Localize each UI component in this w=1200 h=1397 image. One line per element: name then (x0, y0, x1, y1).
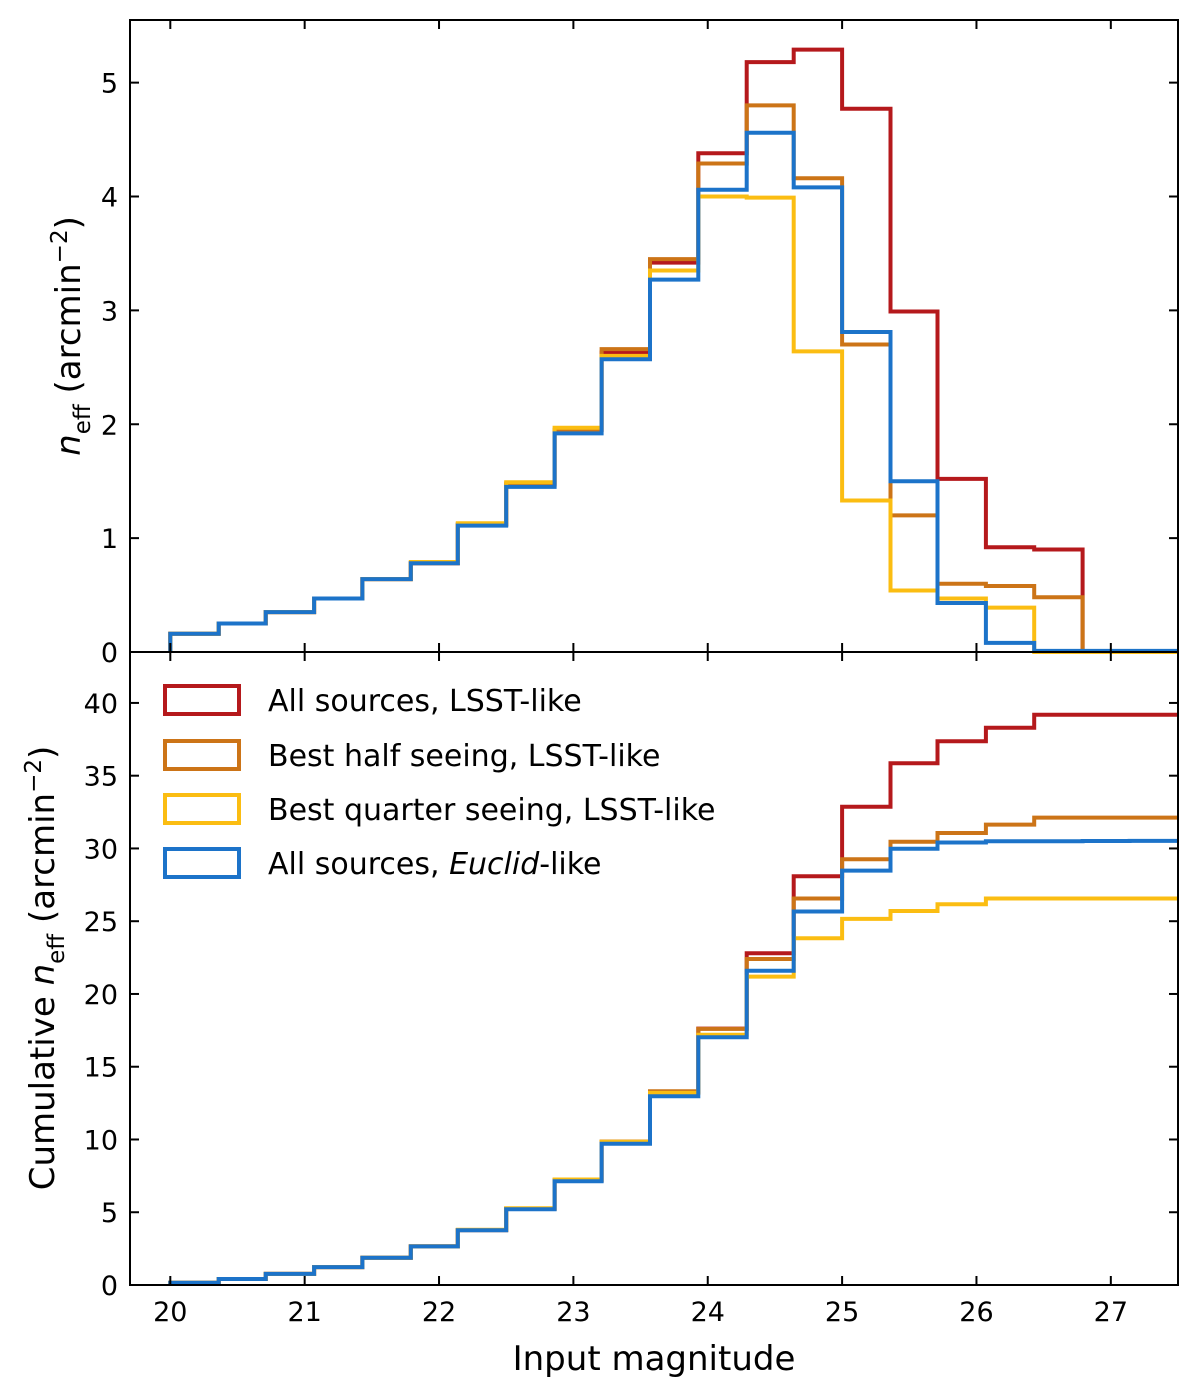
top-y-tick-label-5: 5 (101, 69, 118, 100)
top-series-all-sources-euclid (168, 130, 1178, 653)
bottom-y-tick-label-30: 30 (84, 834, 118, 865)
legend-swatch-best-quarter (163, 793, 241, 825)
x-tick-label-24: 24 (691, 1297, 725, 1328)
bottom-panel: 20 21 22 23 24 25 26 27 0 5 10 15 20 25 30 35 40 Cumulat… (21, 651, 1179, 1379)
bottom-panel-frame (129, 651, 1179, 1286)
legend-swatch-best-half (163, 739, 241, 771)
legend-label-best-half: Best half seeing, LSST-like (268, 739, 660, 774)
top-panel-frame (129, 19, 1179, 653)
legend-label-all-sources-euclid: All sources, Euclid-like (268, 847, 602, 882)
top-ticks: 0 1 2 3 4 5 (101, 20, 1178, 669)
top-y-tick-label-4: 4 (101, 183, 118, 214)
bottom-y-tick-label-25: 25 (84, 907, 118, 938)
bottom-y-tick-label-10: 10 (84, 1125, 118, 1156)
top-y-tick-label-1: 1 (101, 524, 118, 555)
x-tick-label-20: 20 (153, 1297, 187, 1328)
top-series-best-half-seeing (168, 103, 1178, 654)
bottom-y-tick-label-40: 40 (84, 689, 118, 720)
bottom-series-all-sources-euclid (168, 838, 1178, 1285)
legend-label-all-sources-lsst: All sources, LSST-like (268, 684, 582, 719)
top-y-axis-label: neff (arcmin−2) (47, 216, 96, 456)
bottom-ticks: 20 21 22 23 24 25 26 27 0 5 10 15 20 25 30 35 40 (84, 652, 1178, 1328)
top-y-tick-label-0: 0 (101, 638, 118, 669)
legend-swatch-all-sources-euclid (163, 847, 241, 879)
bottom-series-best-quarter-seeing (168, 896, 1178, 1285)
x-tick-label-23: 23 (556, 1297, 590, 1328)
bottom-y-tick-label-35: 35 (84, 762, 118, 793)
bottom-series-best-half-seeing (168, 815, 1178, 1285)
legend-label-best-quarter: Best quarter seeing, LSST-like (268, 793, 715, 828)
x-tick-label-27: 27 (1094, 1297, 1128, 1328)
x-tick-label-25: 25 (825, 1297, 859, 1328)
x-tick-label-26: 26 (959, 1297, 993, 1328)
legend: All sources, LSST-like Best half seeing,… (163, 684, 715, 882)
bottom-y-tick-label-15: 15 (84, 1053, 118, 1084)
x-axis-label: Input magnitude (513, 1339, 796, 1379)
top-panel: 0 1 2 3 4 5 neff (arcmin−2) (47, 19, 1179, 669)
top-series-all-sources-lsst (168, 47, 1178, 654)
legend-swatch-all-sources-lsst (163, 684, 241, 716)
top-y-tick-label-2: 2 (101, 410, 118, 441)
top-series-group (168, 47, 1178, 654)
bottom-y-axis-label: Cumulative neff (arcmin−2) (21, 746, 70, 1191)
bottom-y-tick-label-0: 0 (101, 1271, 118, 1302)
x-tick-label-22: 22 (422, 1297, 456, 1328)
top-series-best-quarter-seeing (168, 194, 1178, 654)
bottom-y-tick-label-5: 5 (101, 1198, 118, 1229)
bottom-series-group (168, 712, 1178, 1285)
top-y-tick-label-3: 3 (101, 296, 118, 327)
bottom-y-tick-label-20: 20 (84, 980, 118, 1011)
x-tick-label-21: 21 (287, 1297, 321, 1328)
